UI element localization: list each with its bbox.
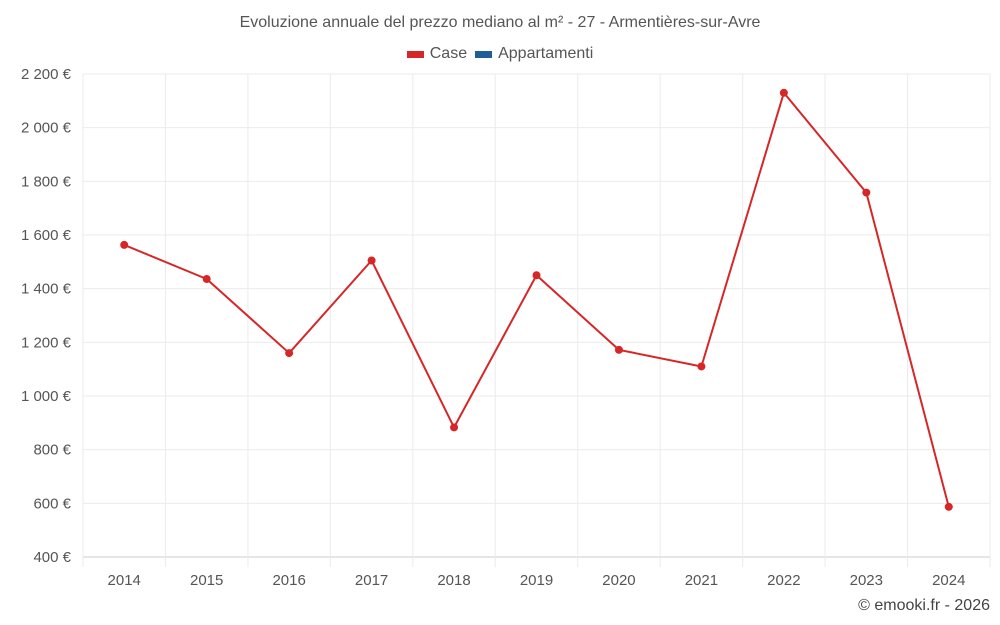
- x-tick-label: 2024: [932, 572, 965, 589]
- data-point-case-2022[interactable]: [779, 88, 788, 97]
- legend-label-case: Case: [429, 45, 468, 62]
- grid-lines: [82, 73, 991, 567]
- x-tick-label: 2019: [520, 572, 553, 589]
- y-tick-label: 1 400 €: [21, 281, 72, 298]
- x-tick-label: 2023: [850, 572, 883, 589]
- watermark: © emooki.fr - 2026: [858, 597, 990, 614]
- chart-title: Evoluzione annuale del prezzo mediano al…: [239, 14, 761, 31]
- x-tick-label: 2020: [602, 572, 635, 589]
- y-tick-label: 2 000 €: [21, 120, 72, 137]
- x-tick-label: 2022: [767, 572, 800, 589]
- legend-swatch-case: [406, 50, 424, 58]
- data-point-case-2021[interactable]: [697, 362, 706, 371]
- chart-legend: Case Appartamenti: [0, 45, 1000, 63]
- axes: 400 € 600 € 800 € 1 000 € 1 200 € 1 400 € 1 60…: [21, 66, 966, 589]
- y-tick-label: 600 €: [33, 495, 71, 512]
- data-point-case-2018[interactable]: [450, 423, 459, 432]
- x-tick-label: 2016: [272, 572, 305, 589]
- y-tick-label: 1 000 €: [21, 388, 72, 405]
- data-point-case-2023[interactable]: [862, 188, 871, 197]
- y-tick-label: 1 600 €: [21, 227, 72, 244]
- data-point-case-2016[interactable]: [285, 349, 294, 358]
- x-tick-label: 2014: [108, 572, 141, 589]
- legend-item-appartamenti[interactable]: Appartamenti: [475, 45, 593, 63]
- series-layer: [120, 88, 953, 511]
- data-point-case-2019[interactable]: [532, 271, 541, 280]
- data-point-case-2017[interactable]: [367, 256, 376, 265]
- legend-item-case[interactable]: Case: [406, 45, 468, 63]
- data-point-case-2015[interactable]: [202, 275, 211, 284]
- y-tick-label: 400 €: [33, 549, 71, 566]
- data-point-case-2024[interactable]: [944, 502, 953, 511]
- legend-swatch-appartamenti: [475, 50, 493, 58]
- x-tick-label: 2015: [190, 572, 223, 589]
- x-tick-label: 2018: [437, 572, 470, 589]
- y-tick-label: 2 200 €: [21, 66, 72, 83]
- y-tick-label: 1 200 €: [21, 334, 72, 351]
- x-tick-label: 2021: [685, 572, 718, 589]
- data-point-case-2020[interactable]: [614, 345, 623, 354]
- legend-label-appartamenti: Appartamenti: [498, 45, 594, 62]
- y-tick-label: 1 800 €: [21, 173, 72, 190]
- y-tick-label: 800 €: [33, 442, 71, 459]
- data-point-case-2014[interactable]: [120, 240, 129, 249]
- x-tick-label: 2017: [355, 572, 388, 589]
